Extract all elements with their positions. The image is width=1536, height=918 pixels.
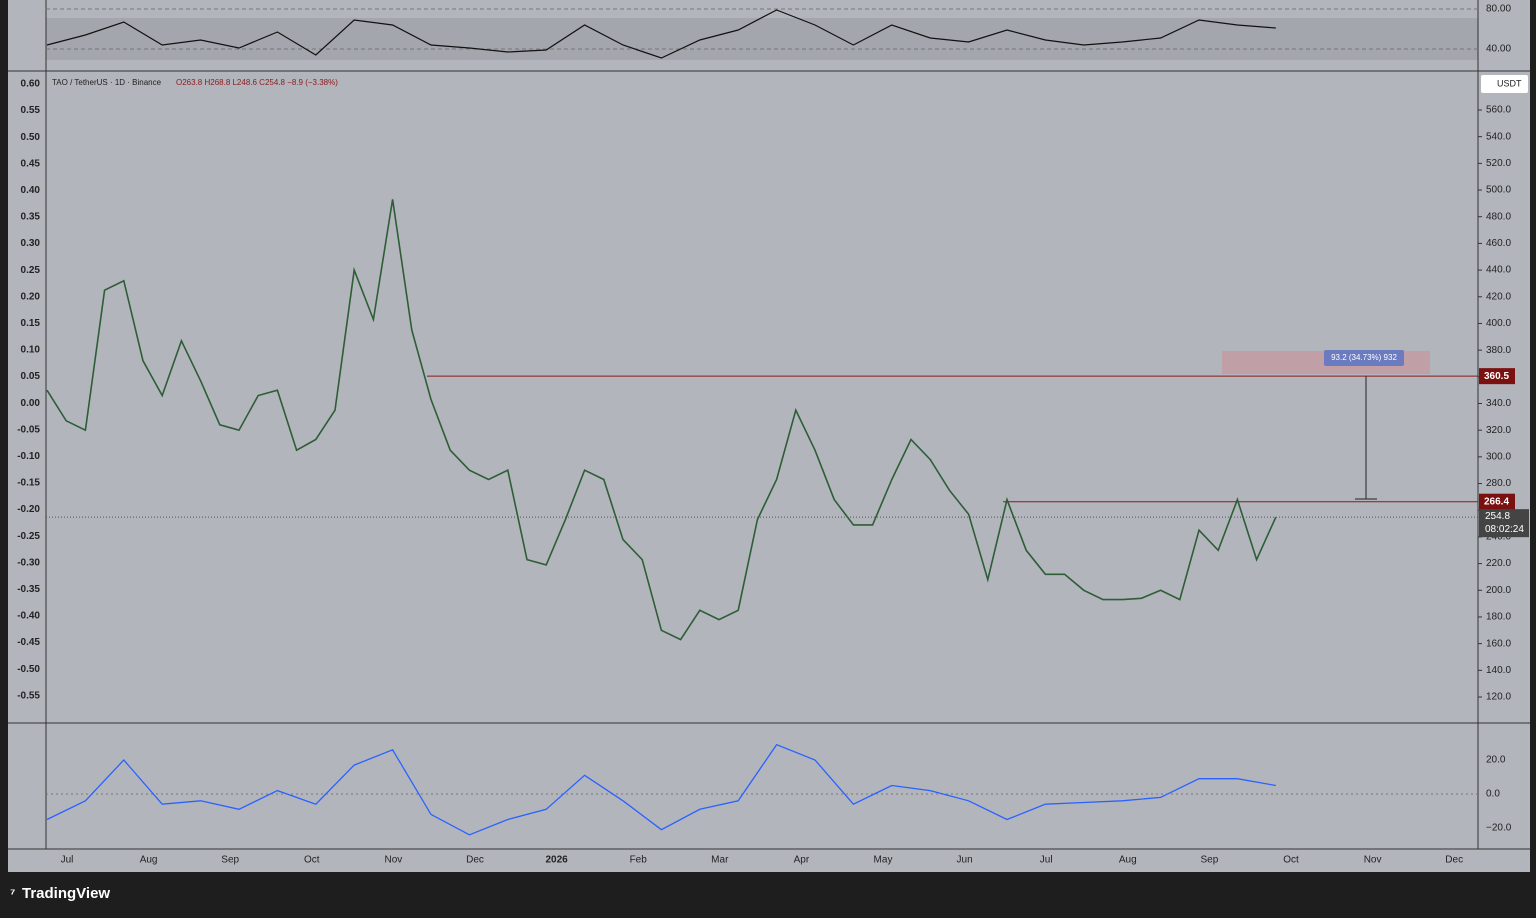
time-label: Feb	[630, 855, 648, 866]
time-label: Nov	[1364, 855, 1382, 866]
brand-logo: ⁷	[10, 885, 15, 900]
price-tick-label: 300.0	[1486, 452, 1511, 463]
time-label: Jun	[957, 855, 973, 866]
time-label: Sep	[1201, 855, 1219, 866]
left-axis-label: -0.40	[17, 611, 40, 622]
price-tick-label: 520.0	[1486, 158, 1511, 169]
price-tick-label: 560.0	[1486, 105, 1511, 116]
macd-line	[46, 743, 1276, 836]
time-label: Aug	[1119, 855, 1137, 866]
measure-label: 93.2 (34.73%) 932	[1331, 353, 1397, 362]
price-tick-label: 540.0	[1486, 131, 1511, 142]
left-axis-label: -0.25	[17, 531, 40, 542]
measure-label-bg	[1324, 350, 1404, 366]
left-axis-label: -0.15	[17, 478, 40, 489]
price-tick-label: 120.0	[1486, 692, 1511, 703]
price-tick-label: 140.0	[1486, 665, 1511, 676]
price-tick-label: 380.0	[1486, 345, 1511, 356]
price-tick-label: 160.0	[1486, 638, 1511, 649]
level-label: 360.5	[1484, 371, 1509, 382]
level-tag	[1479, 368, 1515, 385]
time-label: Mar	[711, 855, 729, 866]
price-tick-label: 200.0	[1486, 585, 1511, 596]
pane-borders	[8, 0, 1530, 850]
rsi-tick-label: 80.00	[1486, 4, 1511, 15]
currency: USDT	[1497, 78, 1522, 88]
countdown: 08:02:24	[1485, 524, 1524, 535]
brand: TradingView	[22, 885, 110, 902]
left-axis-label: 0.00	[21, 398, 41, 409]
last-price-tag	[1479, 509, 1529, 538]
left-axis-label: -0.05	[17, 424, 40, 435]
time-label: Aug	[140, 855, 158, 866]
left-axis-label: -0.55	[17, 690, 40, 701]
left-axis-label: 0.30	[21, 238, 41, 249]
macd-tick-label: 20.0	[1486, 755, 1506, 766]
left-axis-label: 0.55	[21, 105, 41, 116]
price-tick-label: 500.0	[1486, 185, 1511, 196]
time-label: Jul	[1040, 855, 1053, 866]
time-label: Apr	[794, 855, 810, 866]
macd-tick-label: −20.0	[1486, 823, 1512, 834]
left-axis-label: 0.60	[21, 79, 41, 90]
last-price-label: 254.8	[1485, 511, 1510, 522]
left-axis-label: 0.05	[21, 371, 41, 382]
time-label: Dec	[1445, 855, 1463, 866]
chart-background	[8, 0, 1530, 872]
time-label: Jul	[61, 855, 74, 866]
left-axis-label: -0.35	[17, 584, 40, 595]
time-label: May	[874, 855, 893, 866]
price-tick-label: 420.0	[1486, 291, 1511, 302]
level-label: 266.4	[1484, 496, 1509, 507]
time-label: Sep	[221, 855, 239, 866]
price-tick-label: 400.0	[1486, 318, 1511, 329]
price-line	[46, 199, 1277, 641]
time-label: Nov	[385, 855, 403, 866]
left-axis-label: 0.40	[21, 185, 41, 196]
price-tick-label: 180.0	[1486, 612, 1511, 623]
price-tick-label: 320.0	[1486, 425, 1511, 436]
left-axis-label: 0.25	[21, 265, 41, 276]
time-label: Oct	[1283, 855, 1299, 866]
left-axis-label: -0.20	[17, 504, 40, 515]
rsi-tick-label: 40.00	[1486, 44, 1511, 55]
time-label: Dec	[466, 855, 484, 866]
left-axis-label: 0.45	[21, 158, 41, 169]
left-axis-label: -0.45	[17, 637, 40, 648]
macd-tick-label: 0.0	[1486, 789, 1500, 800]
time-label: 2026	[545, 855, 568, 866]
price-tick-label: 280.0	[1486, 478, 1511, 489]
left-axis-label: -0.50	[17, 664, 40, 675]
ohlc-legend: O263.8 H268.8 L248.6 C254.8 −8.9 (−3.38%…	[176, 78, 338, 87]
time-label: Oct	[304, 855, 320, 866]
price-tick-label: 340.0	[1486, 398, 1511, 409]
left-axis-label: 0.20	[21, 291, 41, 302]
price-tick-label: 220.0	[1486, 558, 1511, 569]
symbol-legend: TAO / TetherUS · 1D · Binance	[52, 78, 162, 87]
price-tick-label: 480.0	[1486, 211, 1511, 222]
currency-box[interactable]	[1481, 75, 1528, 93]
left-axis-label: 0.15	[21, 318, 41, 329]
left-axis-label: -0.10	[17, 451, 40, 462]
rsi-line	[46, 9, 1276, 59]
price-tick-label: 440.0	[1486, 265, 1511, 276]
left-axis-label: 0.50	[21, 132, 41, 143]
level-tag	[1479, 493, 1515, 510]
left-axis-label: 0.35	[21, 212, 41, 223]
left-axis-label: -0.30	[17, 557, 40, 568]
left-axis-label: 0.10	[21, 345, 41, 356]
price-tick-label: 460.0	[1486, 238, 1511, 249]
